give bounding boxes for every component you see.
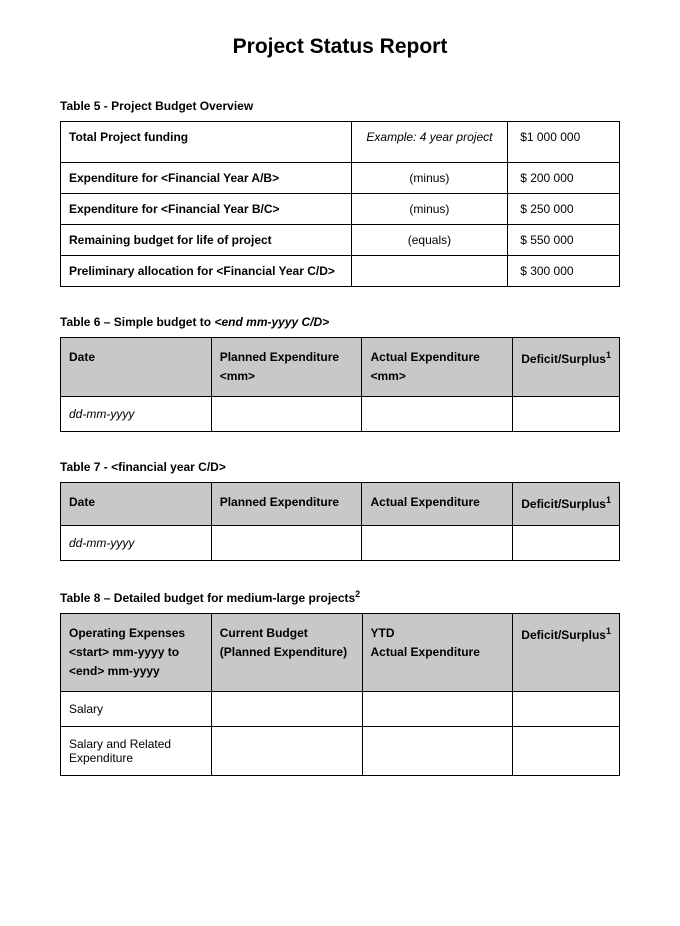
table6-simple-budget: Date Planned Expenditure <mm> Actual Exp… <box>60 337 620 432</box>
table5-budget-overview: Total Project funding Example: 4 year pr… <box>60 121 620 287</box>
table5-row-label: Total Project funding <box>61 122 352 163</box>
table7-cell-planned <box>211 525 362 560</box>
table5-row-label: Preliminary allocation for <Financial Ye… <box>61 256 352 287</box>
table5-row-note: (minus) <box>351 194 508 225</box>
table8-detailed-budget: Operating Expenses <start> mm-yyyy to <e… <box>60 613 620 777</box>
table6-header-actual: Actual Expenditure <mm> <box>362 338 513 397</box>
table5-row-amount: $ 250 000 <box>508 194 620 225</box>
table8-cell-ytd <box>362 727 513 776</box>
table7-header-actual: Actual Expenditure <box>362 483 513 525</box>
table5-row-amount: $ 300 000 <box>508 256 620 287</box>
table8-caption-text: Table 8 – Detailed budget for medium-lar… <box>60 591 355 605</box>
table6-header-planned: Planned Expenditure <mm> <box>211 338 362 397</box>
table8-cell-ytd <box>362 692 513 727</box>
table8-header-budget: Current Budget (Planned Expenditure) <box>211 613 362 692</box>
table7-cell-date: dd-mm-yyyy <box>61 525 212 560</box>
table5-caption: Table 5 - Project Budget Overview <box>60 99 620 113</box>
table5-row-note: (equals) <box>351 225 508 256</box>
table5-row-note: Example: 4 year project <box>351 122 508 163</box>
table7-cell-actual <box>362 525 513 560</box>
table6-caption-italic: <end mm-yyyy C/D> <box>214 315 329 329</box>
table7-caption: Table 7 - <financial year C/D> <box>60 460 620 474</box>
table7-header-date: Date <box>61 483 212 525</box>
table5-row-label: Expenditure for <Financial Year B/C> <box>61 194 352 225</box>
table5-row-note <box>351 256 508 287</box>
table6-cell-planned <box>211 397 362 432</box>
table5-row-amount: $ 200 000 <box>508 163 620 194</box>
table6-cell-deficit <box>513 397 620 432</box>
table8-header-expenses: Operating Expenses <start> mm-yyyy to <e… <box>61 613 212 692</box>
table7-financial-year: Date Planned Expenditure Actual Expendit… <box>60 482 620 560</box>
table5-row-label: Remaining budget for life of project <box>61 225 352 256</box>
table6-cell-actual <box>362 397 513 432</box>
table8-cell-budget <box>211 692 362 727</box>
table6-caption: Table 6 – Simple budget to <end mm-yyyy … <box>60 315 620 329</box>
page-title: Project Status Report <box>60 35 620 59</box>
table6-header-deficit: Deficit/Surplus1 <box>513 338 620 397</box>
table7-header-planned: Planned Expenditure <box>211 483 362 525</box>
table8-caption: Table 8 – Detailed budget for medium-lar… <box>60 589 620 605</box>
table8-cell-deficit <box>513 727 620 776</box>
table8-cell-expense: Salary <box>61 692 212 727</box>
table5-row-amount: $1 000 000 <box>508 122 620 163</box>
table8-caption-sup: 2 <box>355 589 360 599</box>
table5-row-note: (minus) <box>351 163 508 194</box>
table8-cell-budget <box>211 727 362 776</box>
table6-cell-date: dd-mm-yyyy <box>61 397 212 432</box>
table6-caption-prefix: Table 6 – Simple budget to <box>60 315 214 329</box>
table8-header-ytd: YTDActual Expenditure <box>362 613 513 692</box>
table8-cell-expense: Salary and Related Expenditure <box>61 727 212 776</box>
table5-row-amount: $ 550 000 <box>508 225 620 256</box>
table8-header-deficit: Deficit/Surplus1 <box>513 613 620 692</box>
table7-cell-deficit <box>513 525 620 560</box>
table7-header-deficit: Deficit/Surplus1 <box>513 483 620 525</box>
table6-header-date: Date <box>61 338 212 397</box>
table5-row-label: Expenditure for <Financial Year A/B> <box>61 163 352 194</box>
table8-cell-deficit <box>513 692 620 727</box>
